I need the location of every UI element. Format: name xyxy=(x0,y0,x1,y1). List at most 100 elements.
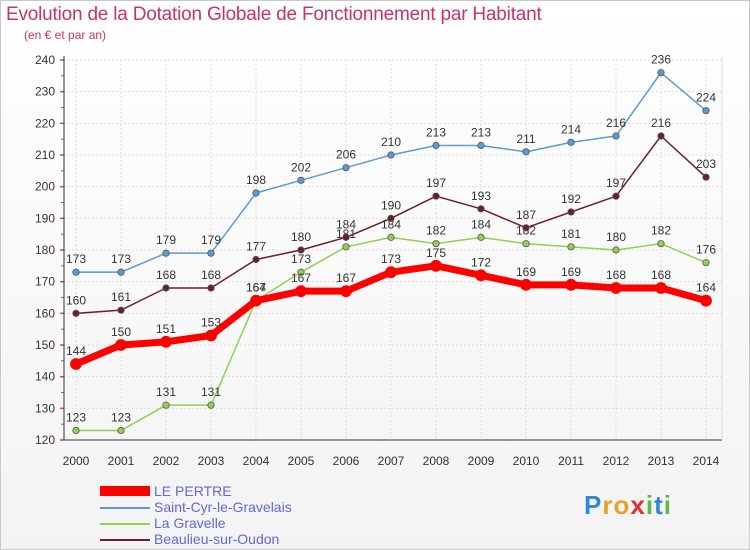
data-label-la-gravelle: 182 xyxy=(426,224,446,238)
y-tick-label: 230 xyxy=(35,85,55,99)
data-point-la-gravelle xyxy=(432,240,440,248)
data-point-beaulieu xyxy=(702,173,710,181)
legend-swatch-le-pertre xyxy=(100,486,150,496)
data-label-saint-cyr: 216 xyxy=(606,116,626,130)
y-tick-label: 120 xyxy=(35,433,55,447)
data-point-la-gravelle xyxy=(207,401,215,409)
logo-letter: r xyxy=(602,490,614,520)
data-point-beaulieu xyxy=(567,208,575,216)
y-tick-label: 190 xyxy=(35,211,55,225)
data-point-saint-cyr xyxy=(207,249,215,257)
data-point-saint-cyr xyxy=(612,132,620,140)
data-label-la-gravelle: 182 xyxy=(651,224,671,238)
data-label-le-pertre: 153 xyxy=(201,316,221,330)
data-point-la-gravelle xyxy=(612,246,620,254)
data-point-le-pertre xyxy=(160,335,172,348)
data-label-la-gravelle: 123 xyxy=(66,411,86,425)
data-label-saint-cyr: 236 xyxy=(651,53,671,67)
chart-subtitle: (en € et par an) xyxy=(24,28,107,42)
data-label-le-pertre: 168 xyxy=(606,268,626,282)
data-point-le-pertre xyxy=(565,278,577,291)
data-point-beaulieu xyxy=(612,192,620,200)
x-tick-label: 2014 xyxy=(693,454,720,468)
data-label-beaulieu: 168 xyxy=(201,268,221,282)
y-tick-label: 200 xyxy=(35,180,55,194)
data-point-la-gravelle xyxy=(342,243,350,251)
data-label-beaulieu: 193 xyxy=(471,189,491,203)
x-tick-label: 2004 xyxy=(243,454,270,468)
data-point-le-pertre xyxy=(475,269,487,282)
data-point-la-gravelle xyxy=(657,240,665,248)
y-tick-label: 220 xyxy=(35,116,55,130)
data-point-beaulieu xyxy=(72,309,80,317)
data-point-la-gravelle xyxy=(702,259,710,267)
data-point-saint-cyr xyxy=(477,141,485,150)
y-tick-label: 170 xyxy=(35,275,55,289)
data-point-le-pertre xyxy=(295,285,307,298)
x-tick-label: 2003 xyxy=(198,454,225,468)
data-label-saint-cyr: 213 xyxy=(471,126,491,140)
data-label-saint-cyr: 173 xyxy=(111,252,131,266)
data-label-beaulieu: 180 xyxy=(291,230,311,244)
data-point-beaulieu xyxy=(387,214,395,222)
data-label-la-gravelle: 181 xyxy=(561,227,581,241)
data-label-le-pertre: 168 xyxy=(651,268,671,282)
data-point-le-pertre xyxy=(655,282,667,294)
data-label-beaulieu: 161 xyxy=(111,290,131,304)
chart-title: Evolution de la Dotation Globale de Fonc… xyxy=(6,4,542,25)
data-label-la-gravelle: 164 xyxy=(246,281,266,295)
data-point-le-pertre xyxy=(340,285,352,298)
data-point-beaulieu xyxy=(252,255,260,264)
data-point-le-pertre xyxy=(700,294,712,307)
data-point-beaulieu xyxy=(522,224,530,232)
x-tick-label: 2011 xyxy=(558,454,584,468)
y-tick-label: 130 xyxy=(35,401,55,415)
data-label-le-pertre: 167 xyxy=(291,271,311,285)
data-label-saint-cyr: 214 xyxy=(561,122,581,136)
data-label-le-pertre: 169 xyxy=(516,265,536,279)
data-point-saint-cyr xyxy=(567,138,575,146)
data-label-saint-cyr: 198 xyxy=(246,173,266,187)
data-point-beaulieu xyxy=(162,284,170,292)
data-point-le-pertre xyxy=(205,329,217,342)
data-point-saint-cyr xyxy=(252,189,260,197)
data-point-beaulieu xyxy=(657,132,665,140)
data-point-le-pertre xyxy=(70,358,82,370)
data-point-le-pertre xyxy=(250,294,262,307)
data-point-saint-cyr xyxy=(432,141,440,150)
data-point-saint-cyr xyxy=(702,107,710,115)
data-label-le-pertre: 173 xyxy=(381,252,401,266)
data-point-le-pertre xyxy=(115,339,127,351)
logo-letter: t xyxy=(654,490,664,520)
data-point-le-pertre xyxy=(385,266,397,279)
data-point-saint-cyr xyxy=(387,151,395,159)
data-label-beaulieu: 216 xyxy=(651,116,671,130)
legend-swatch-la-gravelle xyxy=(100,523,150,525)
data-point-la-gravelle xyxy=(387,233,395,241)
y-tick-label: 150 xyxy=(35,338,55,352)
data-label-la-gravelle: 173 xyxy=(291,252,311,266)
x-tick-label: 2008 xyxy=(423,454,450,468)
data-point-beaulieu xyxy=(207,284,215,292)
data-point-la-gravelle xyxy=(297,268,305,276)
data-label-saint-cyr: 211 xyxy=(516,132,535,146)
legend-label: Beaulieu-sur-Oudon xyxy=(154,531,280,547)
proxiti-logo[interactable]: Proxiti xyxy=(584,490,672,521)
y-tick-label: 240 xyxy=(35,53,55,67)
data-label-la-gravelle: 176 xyxy=(696,243,716,257)
data-label-beaulieu: 197 xyxy=(426,176,446,190)
x-tick-label: 2013 xyxy=(648,454,675,468)
data-point-la-gravelle xyxy=(567,243,575,251)
data-label-saint-cyr: 224 xyxy=(696,91,716,105)
data-point-la-gravelle xyxy=(162,401,170,409)
x-tick-label: 2001 xyxy=(108,454,135,468)
data-point-beaulieu xyxy=(117,306,125,314)
data-point-beaulieu xyxy=(432,192,440,200)
x-tick-label: 2000 xyxy=(63,454,90,468)
data-label-le-pertre: 151 xyxy=(156,322,176,336)
data-label-la-gravelle: 131 xyxy=(201,385,221,399)
data-point-le-pertre xyxy=(610,282,622,294)
legend-swatch-saint-cyr xyxy=(100,507,150,509)
x-tick-label: 2002 xyxy=(153,454,180,468)
data-label-le-pertre: 164 xyxy=(696,281,716,295)
